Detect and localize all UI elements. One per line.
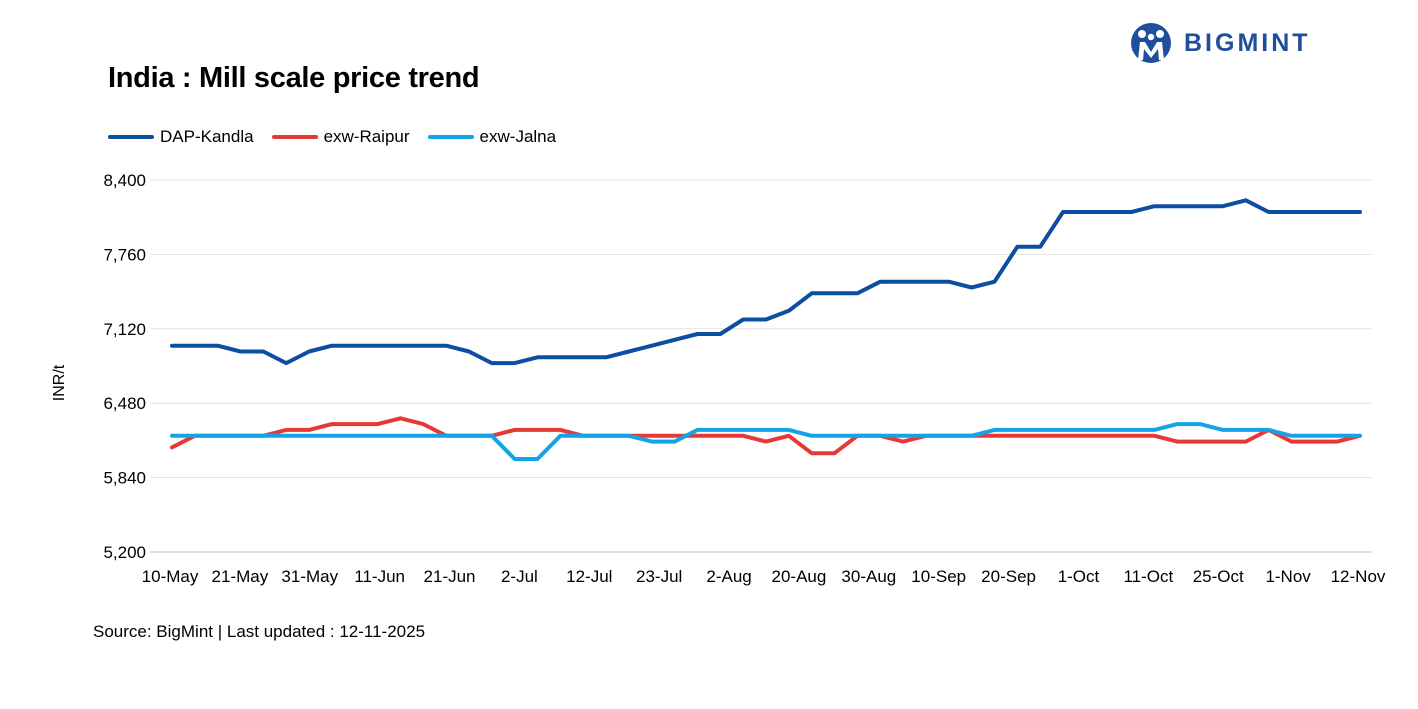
x-tick-label: 1-Nov <box>1265 567 1311 586</box>
legend-label-dap-kandla: DAP-Kandla <box>160 127 254 146</box>
legend-swatch-dap-kandla <box>108 135 154 139</box>
x-tick-label: 31-May <box>281 567 338 586</box>
legend-item-dap-kandla: DAP-Kandla <box>108 127 254 147</box>
legend-item-exw-raipur: exw-Raipur <box>271 127 410 147</box>
chart-title: India : Mill scale price trend <box>108 62 480 94</box>
x-tick-label: 11-Jun <box>354 567 405 586</box>
x-tick-label: 2-Aug <box>706 567 751 586</box>
x-tick-label: 21-Jun <box>424 567 476 586</box>
x-tick-label: 10-May <box>142 567 199 586</box>
series-line-exw-raipur <box>170 416 1362 456</box>
x-tick-label: 23-Jul <box>636 567 682 586</box>
brand-logo: BIGMINT <box>1130 22 1311 64</box>
y-tick-label: 6,480 <box>103 394 146 413</box>
x-tick-label: 12-Jul <box>566 567 612 586</box>
legend-item-exw-jalna: exw-Jalna <box>427 127 557 147</box>
y-tick-label: 7,120 <box>103 320 146 339</box>
x-tick-label: 10-Sep <box>911 567 966 586</box>
legend-label-exw-raipur: exw-Raipur <box>323 127 410 146</box>
x-tick-label: 20-Sep <box>981 567 1036 586</box>
y-tick-label: 5,200 <box>103 543 146 562</box>
chart-legend: DAP-Kandla exw-Raipur exw-Jalna <box>108 127 574 147</box>
x-tick-label: 20-Aug <box>772 567 827 586</box>
series-line-exw-jalna <box>170 422 1362 461</box>
y-tick-label: 5,840 <box>103 469 146 488</box>
y-tick-label: 7,760 <box>103 245 146 264</box>
x-tick-label: 30-Aug <box>841 567 896 586</box>
x-tick-label: 2-Jul <box>501 567 538 586</box>
series-line-dap-kandla <box>170 198 1362 366</box>
legend-swatch-exw-jalna <box>427 135 474 139</box>
brand-name: BIGMINT <box>1184 28 1311 57</box>
x-tick-label: 1-Oct <box>1058 567 1100 586</box>
y-tick-label: 8,400 <box>103 171 146 190</box>
legend-swatch-exw-raipur <box>271 135 318 139</box>
x-tick-label: 11-Oct <box>1123 567 1173 586</box>
legend-label-exw-jalna: exw-Jalna <box>479 127 557 146</box>
x-tick-label: 25-Oct <box>1193 567 1244 586</box>
bigmint-logo-icon <box>1131 23 1171 63</box>
x-tick-label: 12-Nov <box>1331 567 1386 586</box>
x-tick-label: 21-May <box>212 567 269 586</box>
source-note: Source: BigMint | Last updated : 12-11-2… <box>93 622 426 641</box>
y-axis-label: INR/t <box>51 364 68 401</box>
